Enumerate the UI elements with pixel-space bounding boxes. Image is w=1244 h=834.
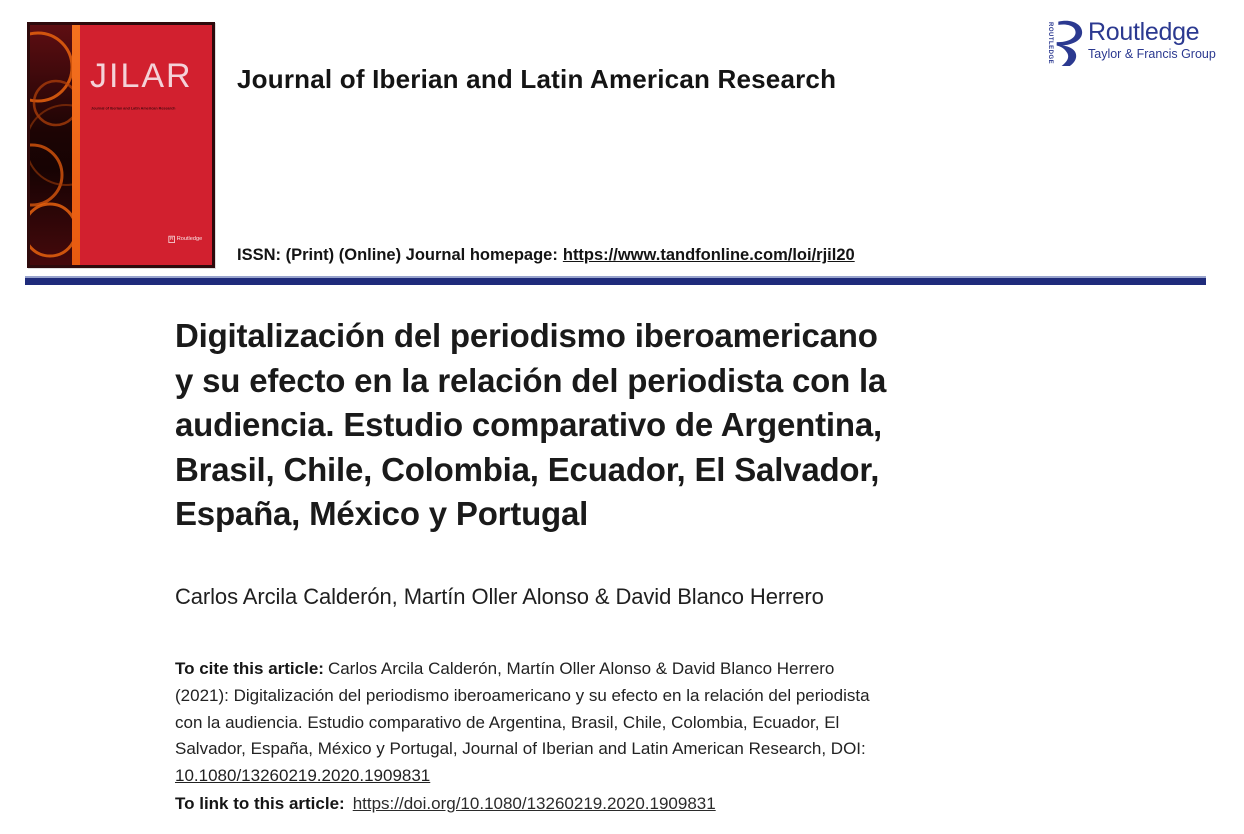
routledge-wordmark: Routledge xyxy=(1088,18,1200,46)
article-title-line: España, México y Portugal xyxy=(175,495,589,532)
doi-url-link[interactable]: https://doi.org/10.1080/13260219.2020.19… xyxy=(352,794,716,813)
article-title: Digitalización del periodismo iberoameri… xyxy=(175,314,886,537)
doi-link[interactable]: 10.1080/13260219.2020.1909831 xyxy=(175,766,431,786)
article-link-line: To link to this article: https://doi.org/… xyxy=(175,794,716,814)
journal-title: Journal of Iberian and Latin American Re… xyxy=(237,64,837,94)
cover-journal-subtitle: Journal of Iberian and Latin American Re… xyxy=(91,107,176,111)
issn-homepage-line: ISSN: (Print) (Online) Journal homepage:… xyxy=(237,246,855,265)
article-title-line: y su efecto en la relación del periodist… xyxy=(175,361,887,399)
article-title-line: audiencia. Estudio comparativo de Argent… xyxy=(175,406,882,443)
citation-line: To cite this article: Carlos Arcila Calde… xyxy=(175,656,870,683)
citation-doi: 10.1080/13260219.2020.1909831 xyxy=(175,763,870,790)
authors-line: Carlos Arcila Calderón, Martín Oller Alo… xyxy=(175,584,824,609)
cover-orange-stripe xyxy=(72,25,80,265)
article-title-line: Brasil, Chile, Colombia, Ecuador, El Sal… xyxy=(175,450,880,488)
cover-routledge-mark: R Routledge xyxy=(168,235,202,243)
cover-journal-acronym: JILAR xyxy=(90,57,193,95)
cite-label: To cite this article: xyxy=(175,659,324,678)
citation-authors: Carlos Arcila Calderón, Martín Oller Alo… xyxy=(327,659,835,678)
link-label: To link to this article: xyxy=(175,794,345,813)
taylor-francis-tagline: Taylor & Francis Group xyxy=(1088,47,1216,61)
citation-paragraph: To cite this article: Carlos Arcila Calde… xyxy=(175,656,870,790)
journal-homepage-link[interactable]: https://www.tandfonline.com/loi/rjil20 xyxy=(562,246,855,264)
cover-red-panel: JILAR Journal of Iberian and Latin Ameri… xyxy=(80,25,212,265)
swirl-ornament-icon xyxy=(30,31,72,258)
article-title-line: Digitalización del periodismo iberoameri… xyxy=(175,317,878,354)
citation-line: Salvador, España, México y Portugal, Jou… xyxy=(175,739,866,759)
citation-line: con la audiencia. Estudio comparativo de… xyxy=(175,712,840,732)
citation-line: (2021): Digitalización del periodismo ib… xyxy=(175,685,870,705)
cover-swirl-panel xyxy=(30,25,72,265)
routledge-r-icon xyxy=(1054,20,1084,71)
header-divider-bar xyxy=(25,276,1206,285)
journal-cover-image: JILAR Journal of Iberian and Latin Ameri… xyxy=(27,22,215,268)
routledge-logo: ROUTLEDGE Routledge Taylor & Francis Gro… xyxy=(1047,20,1216,71)
issn-label: ISSN: (Print) (Online) Journal homepage: xyxy=(237,246,558,264)
routledge-vertical-text: ROUTLEDGE xyxy=(1047,22,1053,65)
